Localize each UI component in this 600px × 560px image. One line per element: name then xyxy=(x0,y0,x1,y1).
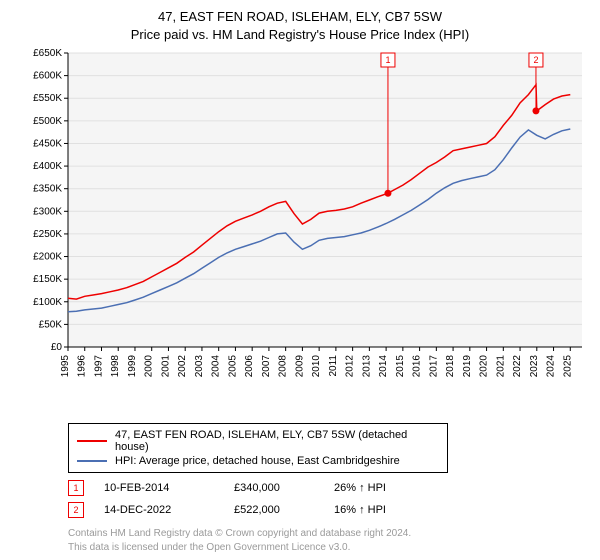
svg-text:2001: 2001 xyxy=(160,355,171,378)
footer-line2: This data is licensed under the Open Gov… xyxy=(68,541,582,555)
chart: £0 £50K £100K £150K £200K £250K £300K £350K £400… xyxy=(18,47,582,417)
svg-text:2021: 2021 xyxy=(495,355,506,378)
svg-text:2013: 2013 xyxy=(361,355,372,378)
svg-text:1998: 1998 xyxy=(110,355,121,378)
footer-line1: Contains HM Land Registry data © Crown c… xyxy=(68,527,582,541)
chart-svg: £0 £50K £100K £150K £200K £250K £300K £350K £400… xyxy=(18,47,582,417)
svg-text:2017: 2017 xyxy=(428,355,439,378)
svg-text:2018: 2018 xyxy=(445,355,456,378)
svg-text:2022: 2022 xyxy=(512,355,523,378)
svg-text:2004: 2004 xyxy=(211,355,222,378)
svg-text:2019: 2019 xyxy=(462,355,473,378)
svg-text:£0: £0 xyxy=(51,342,63,353)
svg-text:£450K: £450K xyxy=(33,139,62,150)
svg-text:£150K: £150K xyxy=(33,274,62,285)
svg-text:2014: 2014 xyxy=(378,355,389,378)
event-price: £340,000 xyxy=(234,482,334,494)
svg-text:£650K: £650K xyxy=(33,48,62,59)
svg-text:£50K: £50K xyxy=(39,319,63,330)
legend-item: HPI: Average price, detached house, East… xyxy=(77,454,439,468)
svg-text:£500K: £500K xyxy=(33,116,62,127)
svg-text:1: 1 xyxy=(385,55,390,65)
svg-text:2008: 2008 xyxy=(278,355,289,378)
event-marker: 2 xyxy=(68,502,84,518)
legend-label: HPI: Average price, detached house, East… xyxy=(115,455,400,467)
event-hpi: 16% ↑ HPI xyxy=(334,504,386,516)
svg-text:1996: 1996 xyxy=(77,355,88,378)
svg-text:2023: 2023 xyxy=(529,355,540,378)
svg-text:2012: 2012 xyxy=(345,355,356,378)
events: 1 10-FEB-2014 £340,000 26% ↑ HPI 2 14-DE… xyxy=(68,477,582,521)
svg-text:£400K: £400K xyxy=(33,161,62,172)
svg-text:2009: 2009 xyxy=(294,355,305,378)
svg-text:1997: 1997 xyxy=(93,355,104,378)
svg-text:£300K: £300K xyxy=(33,206,62,217)
svg-text:£100K: £100K xyxy=(33,297,62,308)
svg-text:2015: 2015 xyxy=(395,355,406,378)
svg-text:2005: 2005 xyxy=(227,355,238,378)
event-date: 10-FEB-2014 xyxy=(104,482,234,494)
event-row: 2 14-DEC-2022 £522,000 16% ↑ HPI xyxy=(68,499,582,521)
legend-label: 47, EAST FEN ROAD, ISLEHAM, ELY, CB7 5SW… xyxy=(115,429,439,453)
chart-container: 47, EAST FEN ROAD, ISLEHAM, ELY, CB7 5SW… xyxy=(0,0,600,560)
legend-item: 47, EAST FEN ROAD, ISLEHAM, ELY, CB7 5SW… xyxy=(77,428,439,454)
svg-text:2016: 2016 xyxy=(412,355,423,378)
svg-text:2: 2 xyxy=(533,55,538,65)
title-line1: 47, EAST FEN ROAD, ISLEHAM, ELY, CB7 5SW xyxy=(18,8,582,26)
legend: 47, EAST FEN ROAD, ISLEHAM, ELY, CB7 5SW… xyxy=(68,423,448,473)
svg-text:2010: 2010 xyxy=(311,355,322,378)
svg-text:£200K: £200K xyxy=(33,252,62,263)
svg-text:£250K: £250K xyxy=(33,229,62,240)
svg-text:2003: 2003 xyxy=(194,355,205,378)
svg-text:2011: 2011 xyxy=(328,355,339,377)
svg-text:1995: 1995 xyxy=(60,355,71,378)
event-date: 14-DEC-2022 xyxy=(104,504,234,516)
svg-text:2000: 2000 xyxy=(144,355,155,378)
svg-text:2020: 2020 xyxy=(479,355,490,378)
svg-text:1999: 1999 xyxy=(127,355,138,378)
event-marker: 1 xyxy=(68,480,84,496)
event-hpi: 26% ↑ HPI xyxy=(334,482,386,494)
svg-text:£600K: £600K xyxy=(33,71,62,82)
svg-text:2002: 2002 xyxy=(177,355,188,378)
event-price: £522,000 xyxy=(234,504,334,516)
legend-swatch xyxy=(77,440,107,442)
title: 47, EAST FEN ROAD, ISLEHAM, ELY, CB7 5SW… xyxy=(18,8,582,43)
svg-text:£550K: £550K xyxy=(33,93,62,104)
svg-text:2006: 2006 xyxy=(244,355,255,378)
svg-text:2025: 2025 xyxy=(562,355,573,378)
title-line2: Price paid vs. HM Land Registry's House … xyxy=(18,26,582,44)
svg-text:2007: 2007 xyxy=(261,355,272,378)
legend-swatch xyxy=(77,460,107,462)
svg-text:£350K: £350K xyxy=(33,184,62,195)
footer: Contains HM Land Registry data © Crown c… xyxy=(68,527,582,554)
event-row: 1 10-FEB-2014 £340,000 26% ↑ HPI xyxy=(68,477,582,499)
svg-text:2024: 2024 xyxy=(546,355,557,378)
